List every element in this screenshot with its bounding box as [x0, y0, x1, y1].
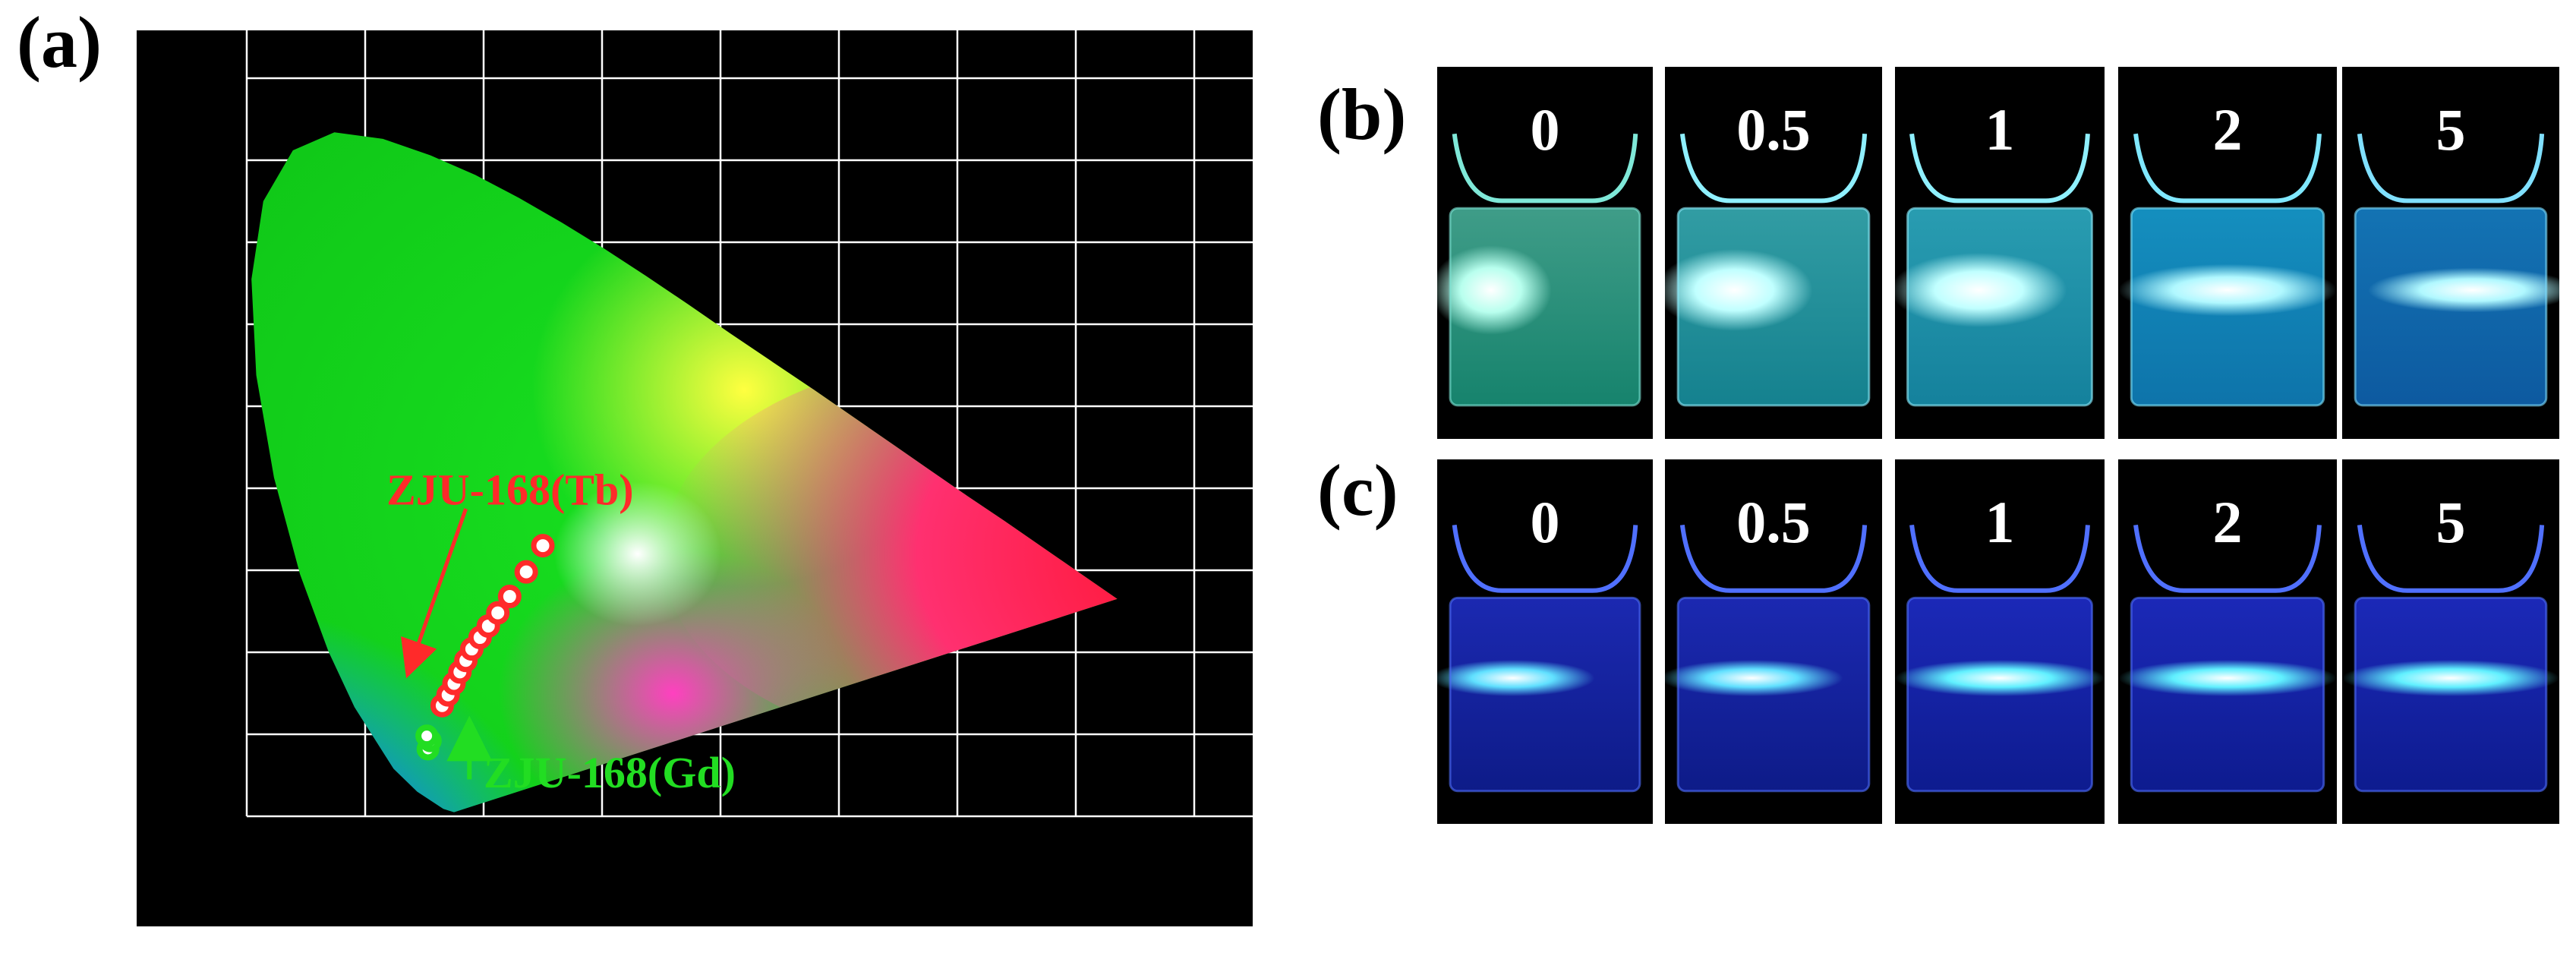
- y-tick-label: 0.8: [181, 139, 229, 181]
- x-tick-label: 0.8: [1171, 862, 1219, 904]
- y-tick-label: 0.4: [181, 467, 229, 510]
- photo-c-concentration-label: 0.5: [1736, 489, 1811, 555]
- photo-c-photo: 1: [1895, 459, 2105, 824]
- data-point-tb: [497, 585, 522, 609]
- photo-b-photo: 1: [1895, 67, 2105, 439]
- x-tick-label: 0: [238, 862, 257, 904]
- data-point-tb: [486, 601, 510, 625]
- data-point-tb: [531, 534, 555, 558]
- photo-b-concentration-label: 0: [1530, 96, 1560, 162]
- photo-c-photo: 0.5: [1665, 459, 1882, 824]
- cie-chromaticity-chart: ZJU-168(Tb) ZJU-168(Gd) 0 0.2 0.4 0.6 0.8 0 0.…: [137, 30, 1253, 926]
- photo-c-photo: 5: [2342, 459, 2559, 824]
- photo-c-photo: 0: [1437, 459, 1653, 824]
- photo-c-photo: 2: [2118, 459, 2337, 824]
- photo-c-concentration-label: 0: [1530, 489, 1560, 555]
- photo-c-concentration-label: 1: [1985, 489, 2015, 555]
- photo-b-photo: 0.5: [1665, 67, 1882, 439]
- data-point-gd: [415, 724, 439, 748]
- x-tick-label: 0.2: [460, 862, 508, 904]
- photo-b-photo: 5: [2342, 67, 2559, 439]
- annotation-gd: ZJU-168(Gd): [484, 748, 736, 797]
- data-point-tb: [514, 560, 538, 584]
- photo-c-concentration-label: 2: [2212, 489, 2243, 555]
- x-tick-label: 0.4: [697, 862, 745, 904]
- panel-label-a: (a): [17, 2, 102, 83]
- y-tick-label: 0.6: [181, 303, 229, 345]
- panel-label-b: (b): [1317, 74, 1407, 155]
- arrow-tb: [401, 508, 468, 679]
- panel-label-c: (c): [1317, 450, 1398, 531]
- data-points: [415, 534, 555, 761]
- y-tick-label: 0: [209, 795, 228, 838]
- annotation-tb: ZJU-168(Tb): [386, 465, 633, 515]
- x-tick-label: 0.6: [934, 862, 982, 904]
- annotations: ZJU-168(Tb) ZJU-168(Gd): [386, 465, 736, 798]
- photo-c-concentration-label: 5: [2436, 489, 2466, 555]
- photo-b-concentration-label: 0.5: [1736, 96, 1811, 162]
- photo-b-concentration-label: 5: [2436, 96, 2466, 162]
- y-tick-labels: 0 0.2 0.4 0.6 0.8: [181, 139, 229, 838]
- photo-b-photo: 2: [2118, 67, 2337, 439]
- x-tick-labels: 0 0.2 0.4 0.6 0.8: [238, 862, 1219, 904]
- photo-b-photo: 0: [1437, 67, 1653, 439]
- photo-b-concentration-label: 2: [2212, 96, 2243, 162]
- y-tick-label: 0.2: [181, 631, 229, 674]
- photo-b-concentration-label: 1: [1985, 96, 2015, 162]
